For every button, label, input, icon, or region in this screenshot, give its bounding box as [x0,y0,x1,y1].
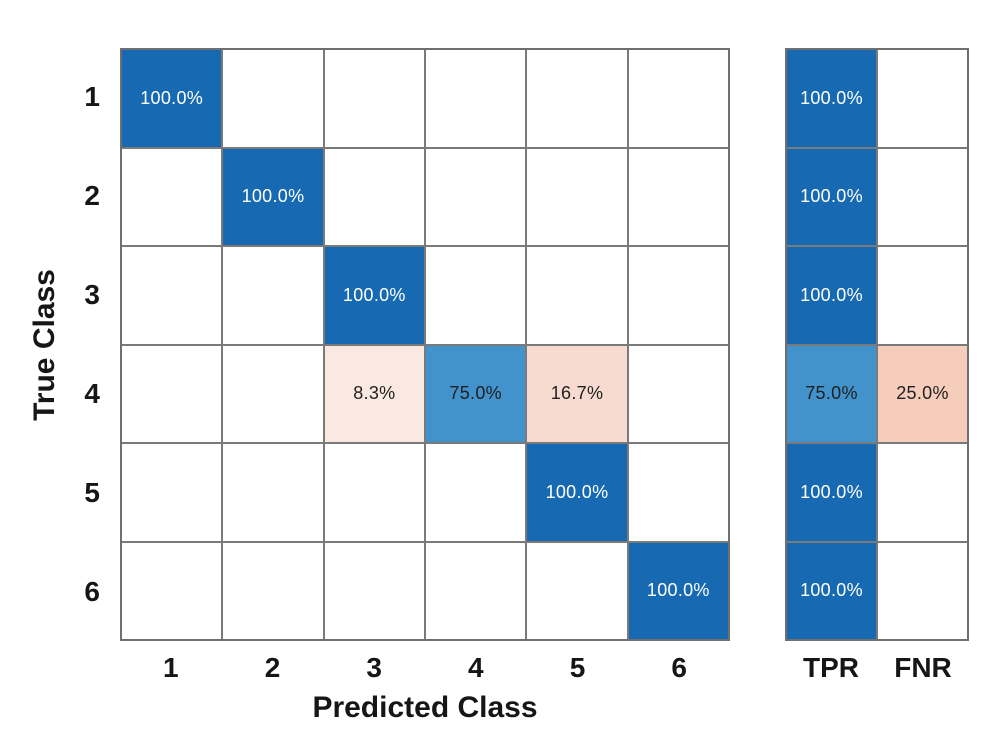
matrix-cell [223,50,323,147]
summary-column-label: FNR [894,652,952,683]
matrix-cell [223,247,323,344]
matrix-cell [426,247,526,344]
x-tick-label: 5 [569,652,586,683]
matrix-cell [628,247,728,344]
tpr-cell: 100.0% [787,444,876,541]
matrix-cell [628,345,728,442]
matrix-cell: 75.0% [426,345,526,442]
matrix-cell [527,542,627,639]
tpr-cell: 100.0% [787,542,876,639]
x-tick-label: 6 [671,652,687,683]
matrix-cell: 8.3% [324,345,424,442]
matrix-cell [628,148,728,245]
matrix-cell [527,148,627,245]
confusion-matrix-grid: 100.0% 100.0% 100.0% 8.3% 75.0% 16.7% 100.0% 10… [120,48,730,641]
fnr-cell: 25.0% [878,345,967,442]
summary-column-labels: TPR FNR [785,648,969,688]
matrix-cell [324,148,424,245]
x-tick-label: 3 [366,652,382,683]
y-tick-label: 2 [84,180,100,212]
matrix-cell: 16.7% [527,345,627,442]
matrix-cell [426,148,526,245]
matrix-cell [122,542,222,639]
x-tick-label: 4 [468,652,484,683]
matrix-cell [426,444,526,541]
matrix-cell [527,247,627,344]
y-tick-label: 4 [84,377,100,409]
fnr-cell [878,444,967,541]
matrix-cell [122,247,222,344]
tpr-cell: 75.0% [787,345,876,442]
matrix-cell [122,444,222,541]
x-axis-label: Predicted Class [312,691,538,724]
matrix-cell [223,444,323,541]
y-axis-ticks: 1 2 3 4 5 6 [0,48,110,641]
tpr-cell: 100.0% [787,148,876,245]
matrix-cell [426,542,526,639]
fnr-cell [878,148,967,245]
fnr-cell [878,247,967,344]
matrix-cell: 100.0% [527,444,627,541]
summary-column-label: TPR [803,652,859,683]
matrix-cell [324,542,424,639]
matrix-cell: 100.0% [223,148,323,245]
tpr-fnr-summary-grid: 100.0% 100.0% 100.0% 75.0% 25.0% 100.0% 100.0% [785,48,969,641]
x-tick-label: 2 [264,652,281,683]
x-axis-ticks: 1 2 3 4 5 6 [120,648,730,688]
y-tick-label: 6 [84,575,100,607]
y-tick-label: 3 [84,279,100,311]
matrix-cell [223,345,323,442]
y-tick-label: 1 [84,81,100,113]
y-tick-label: 5 [84,476,100,508]
matrix-cell: 100.0% [122,50,222,147]
tpr-cell: 100.0% [787,50,876,147]
x-tick-label: 1 [163,652,179,683]
matrix-cell: 100.0% [628,542,728,639]
fnr-cell [878,542,967,639]
fnr-cell [878,50,967,147]
tpr-cell: 100.0% [787,247,876,344]
matrix-cell [122,148,222,245]
matrix-cell [324,444,424,541]
matrix-cell [223,542,323,639]
matrix-cell [628,50,728,147]
matrix-cell [426,50,526,147]
matrix-cell: 100.0% [324,247,424,344]
matrix-cell [527,50,627,147]
matrix-cell [324,50,424,147]
matrix-cell [628,444,728,541]
matrix-cell [122,345,222,442]
